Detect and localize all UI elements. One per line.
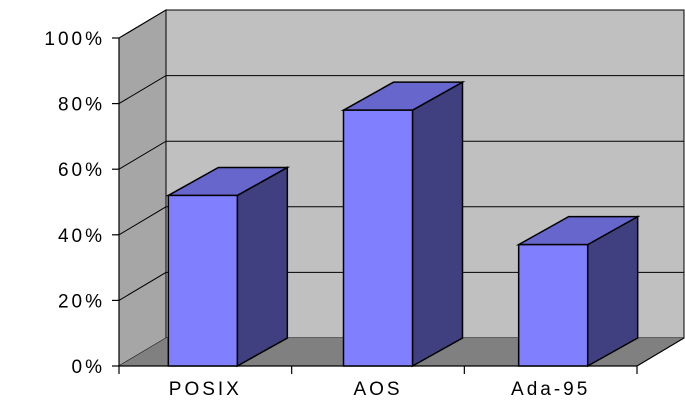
gridline-4 [118,75,684,105]
x-category-labels: POSIX AOS Ada-95 [169,379,590,400]
floor-edge-line [636,337,685,367]
x-category-label-0: POSIX [169,379,242,400]
gridlines [118,9,684,301]
y-tick-label-1: 20% [58,291,105,312]
gridline-3 [118,140,684,170]
bar-side-0 [236,166,289,368]
y-tick-label-2: 40% [58,226,105,247]
side-wall [118,9,167,367]
gridline-5 [118,9,684,39]
bars [165,80,641,368]
y-tick-label-3: 60% [58,160,105,181]
y-tick-label-4: 80% [58,95,105,116]
gridline-1 [118,271,684,301]
gridline-2 [118,206,684,236]
y-tick-labels: 0% 20% 40% 60% 80% 100% [44,29,105,378]
y-tick-label-0: 0% [72,357,105,378]
bar-side-1 [411,80,464,368]
bar-front-0 [167,194,239,367]
bar-front-2 [517,243,589,367]
x-category-label-1: AOS [353,379,402,400]
bar-front-1 [342,109,414,367]
bar-aos [340,80,466,368]
bar-posix [165,166,291,368]
bar-ada-95 [515,215,641,368]
x-category-label-2: Ada-95 [511,379,590,400]
y-tick-label-5: 100% [44,29,105,50]
